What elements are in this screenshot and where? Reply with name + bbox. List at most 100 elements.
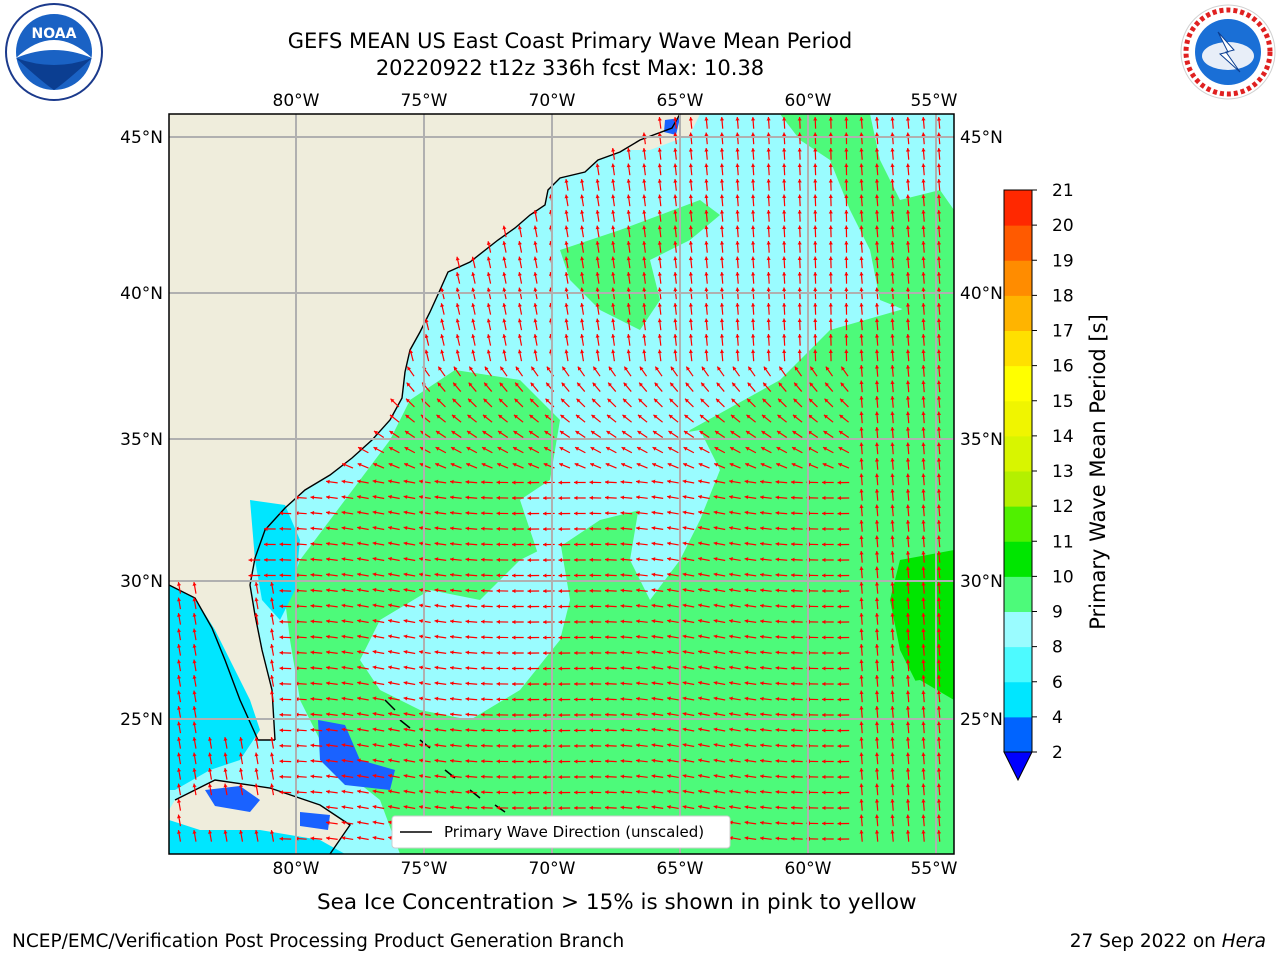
wave-arrow [744,775,757,778]
wave-arrow [612,241,615,253]
wave-arrow-head [905,287,911,292]
wave-arrow-head [745,447,750,451]
wave-arrow-head [761,431,766,435]
wave-arrow [434,589,447,592]
wave-arrow-head [465,510,470,516]
wave-arrow [938,674,941,687]
wave-arrow [620,651,633,654]
wave-arrow [440,303,445,315]
wave-arrow-head [512,557,516,563]
wave-arrow-head [403,711,408,717]
wave-arrow-head [859,644,864,648]
wave-arrow-head [564,303,569,307]
wave-arrow-head [435,431,440,435]
wave-arrow-head [806,495,810,500]
wave-arrow-head [775,820,780,826]
wave-arrow-head [698,727,702,732]
wave-arrow [876,132,879,145]
wave-arrow [938,612,941,625]
wave-arrow [451,414,462,423]
wave-arrow-head [713,525,718,530]
wave-arrow-head [936,582,942,586]
wave-arrow [700,382,710,392]
wave-arrow-head [543,728,547,733]
wave-arrow-head [642,303,647,307]
wave-arrow-head [729,681,733,686]
wave-arrow [627,334,631,346]
wave-arrow [449,682,462,685]
wave-arrow-head [921,458,926,462]
colorbar-label: Primary Wave Mean Period [s] [1086,314,1110,630]
wave-arrow [752,225,755,238]
wave-arrow-head [751,349,756,354]
wave-arrow-head [642,225,647,230]
wave-arrow-head [465,495,470,500]
wave-arrow-head [481,462,486,467]
wave-arrow-head [496,666,500,671]
wave-arrow-head [239,830,244,834]
wave-arrow [434,635,447,639]
wave-arrow-head [704,349,709,354]
wave-arrow [759,744,772,747]
wave-arrow-head [419,774,423,779]
wave-arrow [425,318,430,331]
wave-arrow [193,752,197,765]
wave-arrow [713,836,726,841]
wave-arrow-head [608,382,612,387]
wave-arrow [604,496,617,499]
wave-arrow-head [403,665,408,670]
wave-arrow-head [698,556,702,561]
wave-arrow [713,743,726,748]
wave-arrow [876,349,879,362]
wave-arrow [907,566,910,579]
wave-arrow-head [419,681,423,686]
wave-arrow-head [620,603,625,609]
wave-arrow-head [791,635,795,640]
wave-arrow-head [502,303,507,307]
wave-arrow [667,526,679,531]
wave-arrow [798,132,801,145]
wave-arrow-head [859,489,864,493]
wave-arrow [907,209,910,222]
wave-arrow-head [605,511,609,516]
wave-arrow-head [729,619,733,624]
wave-arrow [325,604,338,608]
wave-arrow [907,364,910,377]
wave-arrow [922,473,925,486]
wave-arrow [544,430,555,438]
wave-arrow-head [719,117,725,121]
wave-arrow-head [719,334,725,338]
wave-arrow-head [791,526,795,531]
wave-arrow [783,163,786,176]
wave-arrow [357,759,369,763]
wave-arrow [839,398,849,408]
wave-arrow-head [341,774,346,779]
wave-arrow [357,588,369,593]
wave-arrow [177,675,182,687]
wave-arrow [682,666,695,670]
wave-arrow-head [735,148,740,152]
wave-arrow [806,462,819,469]
graticule [169,114,954,854]
wave-arrow-head [502,334,507,338]
wave-arrow-head [357,820,361,825]
wave-arrow-head [890,380,895,385]
wave-arrow-head [527,620,531,625]
wave-arrow-head [605,542,609,547]
wave-arrow [480,713,493,716]
wave-arrow-head [486,303,491,307]
wave-arrow-head [744,820,749,825]
wave-arrow-head [437,382,442,387]
wave-arrow [682,790,695,794]
wave-arrow-head [636,603,640,608]
wave-arrow-head [859,318,864,323]
wave-arrow-head [699,447,704,451]
wave-arrow-head [751,163,756,168]
wave-arrow-head [719,210,725,214]
wave-arrow [759,775,772,778]
wave-arrow-head [698,479,702,484]
wave-arrow [783,318,786,331]
wave-arrow-head [533,334,538,338]
wave-arrow-head [512,573,516,578]
wave-arrow-head [729,557,733,562]
